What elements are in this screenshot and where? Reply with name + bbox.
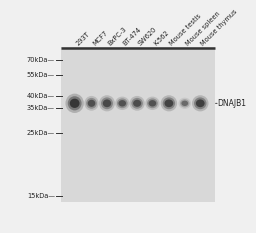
Text: 55kDa—: 55kDa— — [27, 72, 55, 78]
Text: SW620: SW620 — [137, 26, 158, 47]
Ellipse shape — [182, 101, 188, 106]
Ellipse shape — [88, 100, 95, 107]
Ellipse shape — [70, 99, 80, 108]
Ellipse shape — [119, 100, 126, 106]
Ellipse shape — [101, 97, 113, 109]
Ellipse shape — [163, 97, 175, 109]
Ellipse shape — [86, 98, 97, 109]
Text: MCF7: MCF7 — [92, 30, 109, 47]
Text: Mouse thymus: Mouse thymus — [200, 8, 239, 47]
Ellipse shape — [145, 97, 159, 110]
Ellipse shape — [103, 99, 111, 107]
Ellipse shape — [115, 97, 130, 110]
Ellipse shape — [192, 95, 208, 111]
Ellipse shape — [130, 96, 145, 111]
Text: 70kDa—: 70kDa— — [27, 57, 55, 63]
Ellipse shape — [66, 94, 84, 113]
Text: 15kDa—: 15kDa— — [27, 193, 55, 199]
Text: 35kDa—: 35kDa— — [27, 105, 55, 111]
Ellipse shape — [68, 96, 82, 110]
Ellipse shape — [84, 96, 99, 111]
FancyBboxPatch shape — [61, 47, 215, 202]
Ellipse shape — [117, 98, 128, 108]
Ellipse shape — [147, 98, 158, 108]
Text: K-562: K-562 — [152, 29, 170, 47]
Ellipse shape — [149, 100, 156, 106]
Ellipse shape — [180, 99, 189, 107]
Ellipse shape — [196, 99, 205, 107]
Ellipse shape — [194, 97, 206, 109]
Text: DNAJB1: DNAJB1 — [218, 99, 247, 108]
Ellipse shape — [99, 95, 115, 111]
Ellipse shape — [161, 95, 177, 111]
Ellipse shape — [133, 100, 141, 107]
Ellipse shape — [178, 98, 191, 109]
Ellipse shape — [131, 98, 143, 109]
Text: BxPC-3: BxPC-3 — [107, 26, 128, 47]
Text: 40kDa—: 40kDa— — [27, 93, 55, 99]
Text: Mouse spleen: Mouse spleen — [185, 10, 221, 47]
Text: BT-474: BT-474 — [122, 26, 143, 47]
Ellipse shape — [165, 99, 173, 107]
Text: 293T: 293T — [75, 31, 91, 47]
Text: Mouse testis: Mouse testis — [169, 13, 203, 47]
Text: 25kDa—: 25kDa— — [27, 130, 55, 136]
